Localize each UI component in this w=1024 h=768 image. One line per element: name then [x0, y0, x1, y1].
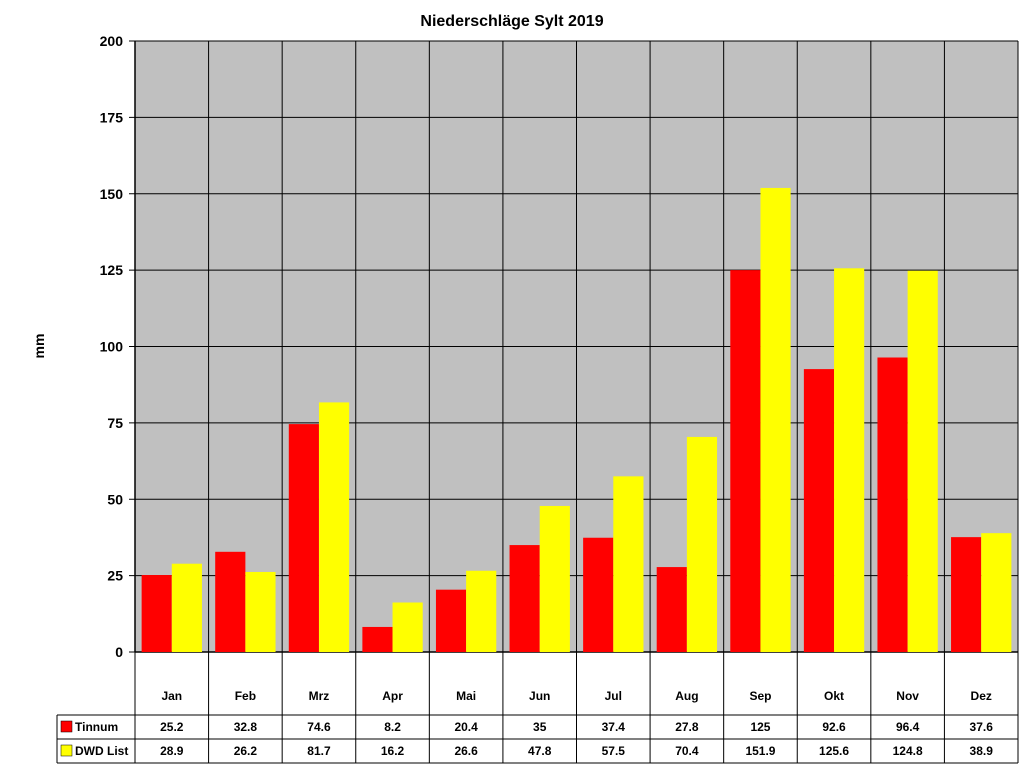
y-axis-label: mm	[31, 334, 47, 359]
legend-key	[60, 720, 73, 733]
y-tick-label: 200	[100, 33, 124, 49]
bar-dwd-list-jan	[171, 563, 202, 652]
bar-dwd-list-apr	[392, 602, 423, 652]
data-table-value: 70.4	[675, 744, 699, 758]
data-table-value: 96.4	[896, 720, 920, 734]
y-tick-label: 150	[100, 186, 124, 202]
bar-tinnum-mrz	[288, 424, 319, 652]
bar-tinnum-jan	[141, 575, 172, 652]
data-table-value: 20.4	[454, 720, 478, 734]
data-table: Jan Feb Mrz Apr Mai Jun Jul Aug Sep Okt Nov Dez Tinn…	[56, 689, 1018, 764]
bar-tinnum-dez	[951, 537, 982, 652]
data-table-value: 125	[750, 720, 770, 734]
category-label: Sep	[749, 689, 771, 703]
data-table-value: 8.2	[384, 720, 401, 734]
data-table-value: 92.6	[822, 720, 846, 734]
data-table-value: 27.8	[675, 720, 699, 734]
y-tick-label: 0	[115, 644, 123, 660]
bar-tinnum-jul	[583, 537, 614, 652]
bar-dwd-list-nov	[907, 270, 938, 652]
y-axis-ticks: 0 25 50 75 100 125 150 175 200	[100, 33, 135, 660]
data-table-value: 26.6	[454, 744, 478, 758]
category-label: Jan	[161, 689, 182, 703]
bar-tinnum-mai	[435, 589, 467, 652]
bar-dwd-list-mrz	[318, 402, 350, 652]
bar-tinnum-aug	[656, 567, 687, 652]
chart-title: Niederschläge Sylt 2019	[420, 13, 603, 30]
y-tick-label: 125	[100, 262, 124, 278]
data-table-value: 32.8	[234, 720, 258, 734]
y-tick-label: 75	[107, 415, 123, 431]
data-table-value: 74.6	[307, 720, 331, 734]
category-label: Apr	[382, 689, 403, 703]
y-tick-label: 50	[107, 491, 123, 507]
gridlines	[134, 40, 1019, 763]
data-table-value: 37.6	[970, 720, 994, 734]
data-table-value: 26.2	[234, 744, 258, 758]
category-label: Jul	[605, 689, 622, 703]
category-label: Mai	[456, 689, 476, 703]
bar-tinnum-nov	[877, 357, 908, 652]
legend-key	[60, 744, 73, 757]
bars	[141, 187, 1012, 652]
data-table-value: 35	[533, 720, 547, 734]
category-label: Nov	[896, 689, 919, 703]
data-table-value: 25.2	[160, 720, 184, 734]
category-label: Jun	[529, 689, 550, 703]
bar-tinnum-jun	[509, 545, 540, 652]
y-tick-label: 100	[100, 339, 124, 355]
data-table-value: 38.9	[970, 744, 994, 758]
legend-series-name: Tinnum	[75, 720, 118, 734]
bar-dwd-list-mai	[466, 570, 497, 652]
data-table-value: 125.6	[819, 744, 849, 758]
bar-dwd-list-jul	[613, 476, 644, 652]
data-table-value: 47.8	[528, 744, 552, 758]
data-table-value: 16.2	[381, 744, 405, 758]
bar-dwd-list-aug	[686, 436, 718, 652]
bar-dwd-list-dez	[981, 533, 1012, 652]
category-label: Feb	[235, 689, 256, 703]
bar-dwd-list-okt	[834, 268, 865, 652]
data-table-value: 57.5	[602, 744, 626, 758]
data-table-value: 81.7	[307, 744, 331, 758]
data-table-value: 151.9	[745, 744, 775, 758]
category-label: Mrz	[309, 689, 330, 703]
data-table-value: 124.8	[893, 744, 923, 758]
category-label: Aug	[675, 689, 698, 703]
bar-tinnum-sep	[730, 270, 761, 652]
y-tick-label: 25	[107, 568, 123, 584]
legend-series-name: DWD List	[75, 744, 128, 758]
bar-tinnum-apr	[362, 626, 393, 652]
bar-dwd-list-feb	[245, 571, 276, 652]
data-table-value: 37.4	[602, 720, 626, 734]
bar-dwd-list-jun	[539, 505, 570, 652]
bar-dwd-list-sep	[760, 187, 791, 652]
data-table-value: 28.9	[160, 744, 184, 758]
bar-tinnum-feb	[215, 551, 246, 652]
y-tick-label: 175	[100, 109, 124, 125]
category-label: Okt	[824, 689, 844, 703]
bar-tinnum-okt	[803, 369, 835, 652]
category-label: Dez	[971, 689, 992, 703]
